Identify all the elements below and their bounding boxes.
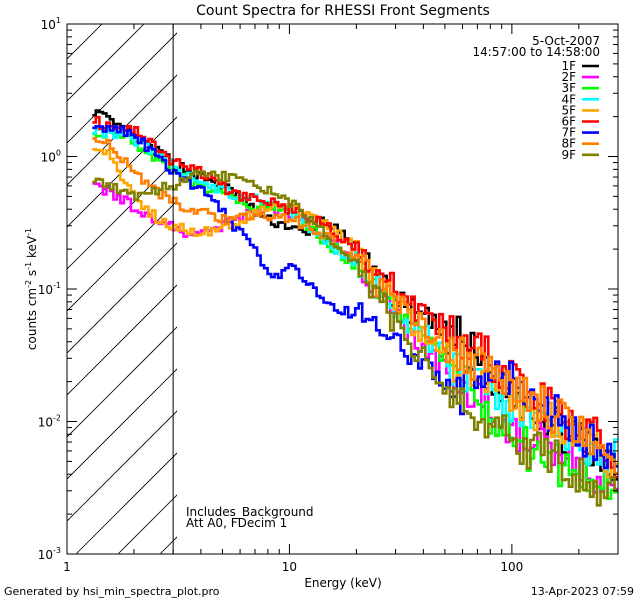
y-tick-label: 100 [41, 149, 61, 165]
y-tick-labels: 10-3 10-2 10-1 100 101 [38, 16, 61, 562]
legend-label-5F: 5F [561, 103, 576, 117]
y-label-exp: -1 [24, 262, 33, 270]
series-line-4F [92, 127, 618, 479]
hatch-line [67, 74, 177, 186]
series-line-1F [92, 109, 618, 482]
hatch-line [328, 0, 640, 554]
x-tick-labels: 1 10 100 [63, 560, 523, 574]
hatch-line [67, 284, 177, 396]
hatch-line [0, 0, 46, 554]
hatch-line [622, 0, 640, 554]
x-tick-label: 10 [282, 560, 297, 574]
legend-label-3F: 3F [561, 81, 576, 95]
y-tick-label: 10-2 [38, 414, 61, 430]
hatch-line [67, 242, 177, 354]
legend-time-range: 14:57:00 to 14:58:00 [473, 45, 600, 59]
hatch-line [75, 452, 177, 554]
x-tick-label: 100 [500, 560, 523, 574]
series-line-8F [92, 137, 618, 475]
x-tick-label: 1 [63, 560, 71, 574]
y-axis-label: counts cm-2 s-1 keV-1 [24, 228, 39, 350]
legend-date: 5-Oct-2007 [532, 34, 600, 48]
hatch-line [67, 116, 177, 228]
hatch-line [67, 368, 177, 480]
legend-label-4F: 4F [561, 92, 576, 106]
legend-label-1F: 1F [561, 59, 576, 73]
series-line-9F [92, 169, 618, 507]
y-label-exp: -1 [24, 228, 33, 236]
y-tick-label: 101 [41, 16, 61, 32]
legend-label-9F: 9F [561, 148, 576, 162]
footer-generated-by: Generated by hsi_min_spectra_plot.pro [4, 585, 220, 598]
legend-label-8F: 8F [561, 137, 576, 151]
hatch-line [67, 32, 177, 144]
spectra-series [92, 109, 618, 507]
excluded-energy-region [0, 0, 640, 554]
hatch-line [538, 0, 640, 554]
plot-frame [66, 23, 619, 555]
legend-label-2F: 2F [561, 70, 576, 84]
hatch-line [67, 410, 177, 522]
y-tick-label: 10-3 [38, 546, 61, 562]
chart-title: Count Spectra for RHESSI Front Segments [196, 3, 490, 19]
hatch-line [67, 24, 103, 60]
annotation-background: Includes_Background [186, 505, 314, 519]
y-label-part: counts cm [25, 288, 39, 350]
y-tick-label: 10-1 [38, 281, 61, 297]
hatch-line [0, 0, 130, 554]
x-axis-label: Energy (keV) [304, 576, 381, 590]
y-label-part: s [25, 270, 39, 280]
footer-timestamp: 13-Apr-2023 07:59 [531, 585, 634, 598]
legend-label-6F: 6F [561, 115, 576, 129]
annotation-attenuator: Att A0, FDecim 1 [186, 516, 287, 530]
hatch-line [67, 24, 145, 102]
axis-ticks [66, 23, 619, 555]
legend-label-7F: 7F [561, 126, 576, 140]
hatch-line [67, 200, 177, 312]
hatch-line [67, 158, 177, 270]
y-label-part: keV [25, 235, 39, 262]
y-label-exp: -2 [24, 280, 33, 288]
